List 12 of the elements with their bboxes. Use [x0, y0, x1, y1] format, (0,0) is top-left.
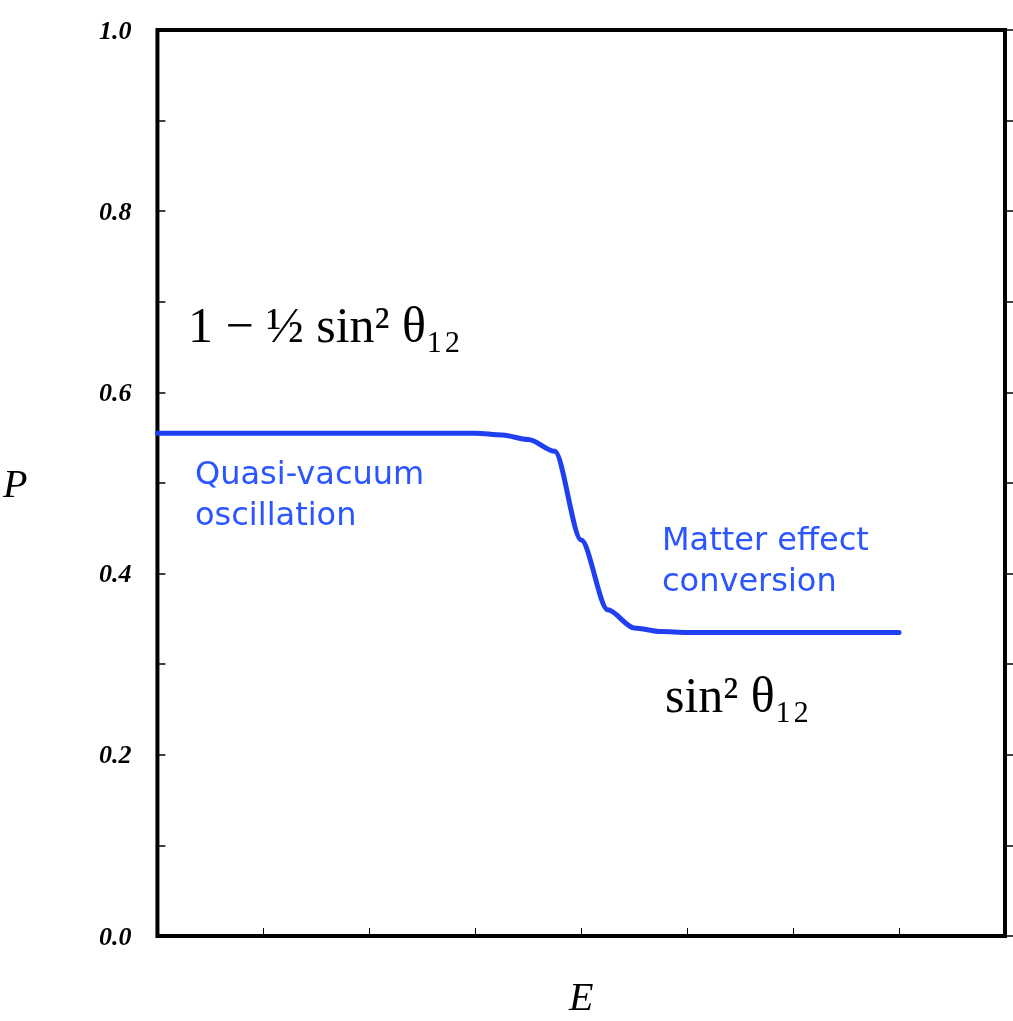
- x-axis-title: E: [568, 973, 594, 1019]
- annotation: 1 − ½ sin² θ₁₂: [188, 296, 461, 353]
- annotation: Matter effect conversion: [662, 519, 880, 600]
- y-tick-label: 0.2: [98, 740, 132, 770]
- y-tick-label: 0.4: [98, 559, 132, 589]
- annotation: sin² θ₁₂: [665, 666, 810, 723]
- y-tick-label: 0.0: [98, 921, 132, 951]
- annotation: Quasi-vacuum oscillation: [195, 453, 435, 534]
- y-axis-title: P: [2, 460, 28, 506]
- y-tick-label: 1.0: [98, 15, 132, 45]
- y-tick-label: 0.6: [98, 377, 132, 407]
- y-tick-label: 0.8: [98, 196, 132, 226]
